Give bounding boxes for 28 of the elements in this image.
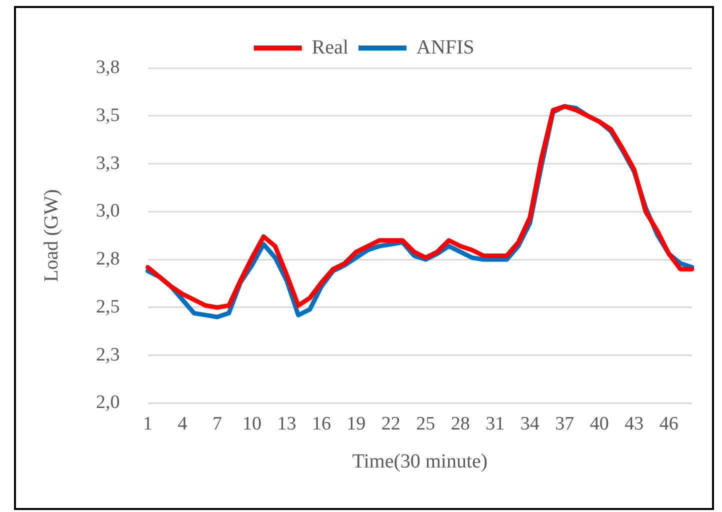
- y-tick-label: 3,8: [96, 56, 120, 78]
- y-tick-label: 3,3: [96, 152, 120, 174]
- x-tick-label: 4: [178, 414, 188, 435]
- y-tick-label: 2,8: [96, 248, 120, 270]
- x-tick-label: 1: [143, 414, 152, 435]
- x-tick-label: 7: [212, 414, 222, 435]
- legend-label: ANFIS: [416, 36, 474, 58]
- x-axis-title: Time(30 minute): [352, 450, 488, 472]
- x-tick-label: 25: [416, 414, 436, 435]
- y-tick-label: 2,3: [96, 344, 120, 366]
- x-tick-label: 19: [346, 414, 366, 435]
- x-tick-label: 31: [486, 414, 505, 435]
- x-tick-label: 28: [450, 414, 470, 435]
- x-tick-label: 46: [659, 414, 678, 435]
- x-tick-label: 22: [381, 414, 400, 435]
- y-tick-label: 3,5: [96, 104, 120, 126]
- x-tick-label: 34: [520, 414, 540, 435]
- y-axis-title: Load (GW): [40, 189, 62, 282]
- y-tick-label: 2,0: [96, 392, 120, 414]
- legend-label: Real: [312, 36, 349, 58]
- x-tick-label: 43: [624, 414, 644, 435]
- x-tick-label: 10: [242, 414, 262, 435]
- x-tick-label: 37: [555, 414, 574, 435]
- x-tick-label: 40: [590, 414, 609, 435]
- y-tick-label: 2,5: [96, 296, 120, 318]
- y-tick-label: 3,0: [96, 200, 120, 222]
- x-tick-label: 13: [277, 414, 296, 435]
- x-tick-label: 16: [312, 414, 331, 435]
